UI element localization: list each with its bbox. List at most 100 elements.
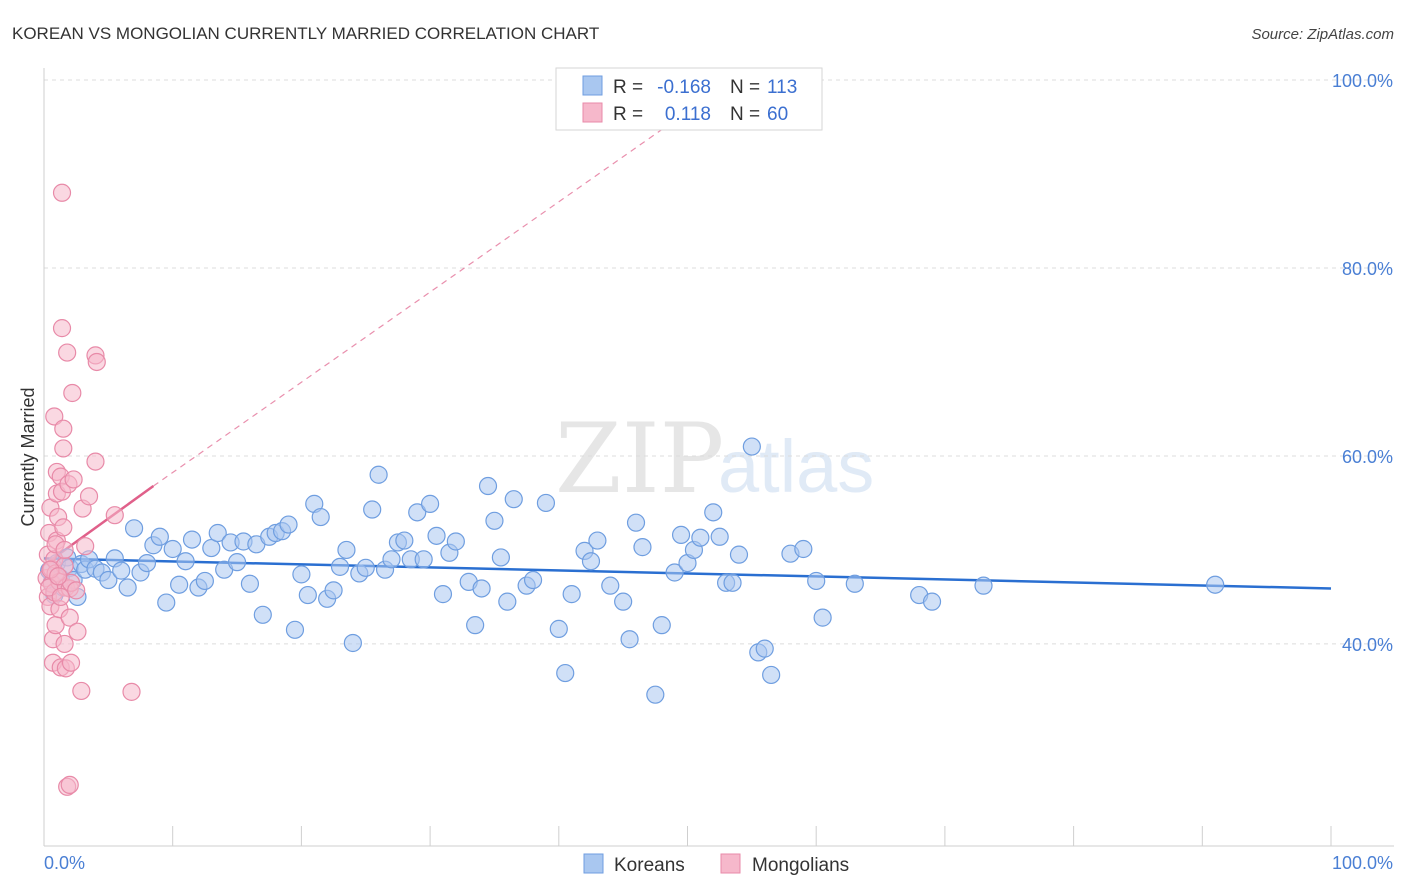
korean-point bbox=[208, 523, 227, 543]
korean-point bbox=[691, 528, 710, 547]
korean-point bbox=[755, 639, 774, 658]
korean-point bbox=[292, 565, 311, 584]
korean-point bbox=[491, 548, 510, 567]
legend-n-label-mongolians: N = bbox=[730, 104, 760, 125]
korean-trend-line bbox=[43, 557, 1332, 590]
korean-point bbox=[99, 570, 118, 590]
y-tick-label: 80.0% bbox=[1342, 259, 1393, 279]
korean-point bbox=[112, 561, 131, 580]
mongolian-point bbox=[54, 518, 73, 537]
korean-point bbox=[523, 570, 543, 590]
legend-swatch-mongolians bbox=[582, 102, 603, 123]
korean-point bbox=[202, 538, 221, 558]
bottom-legend-label-mongolians: Mongolians bbox=[752, 855, 849, 876]
korean-point bbox=[536, 493, 556, 513]
series-legend: Koreans Mongolians bbox=[583, 853, 849, 876]
korean-point bbox=[974, 576, 993, 595]
mongolian-trend-extension bbox=[153, 79, 733, 487]
scatter-points bbox=[37, 183, 1225, 796]
korean-point bbox=[427, 526, 446, 545]
korean-point bbox=[150, 527, 169, 546]
legend-r-value-mongolians: 0.118 bbox=[665, 104, 711, 125]
korean-point bbox=[343, 633, 362, 653]
korean-point bbox=[414, 550, 433, 569]
korean-point bbox=[614, 592, 633, 611]
mongolian-point bbox=[60, 775, 79, 795]
korean-point bbox=[620, 630, 639, 649]
watermark-atlas: atlas bbox=[718, 425, 874, 508]
korean-point bbox=[279, 515, 298, 534]
korean-point bbox=[118, 578, 137, 597]
korean-point bbox=[723, 573, 742, 592]
korean-point bbox=[285, 620, 305, 639]
korean-point bbox=[485, 511, 504, 530]
korean-point bbox=[845, 574, 864, 593]
korean-point bbox=[601, 576, 620, 595]
axes bbox=[43, 68, 1394, 847]
mongolian-point bbox=[122, 682, 141, 701]
korean-point bbox=[626, 513, 646, 532]
gridlines bbox=[44, 79, 1394, 645]
korean-point bbox=[498, 592, 517, 611]
korean-point bbox=[170, 575, 189, 594]
korean-point bbox=[704, 503, 723, 522]
korean-point bbox=[324, 581, 343, 600]
mongolian-point bbox=[51, 587, 70, 607]
korean-point bbox=[762, 665, 781, 685]
source-label: Source: ZipAtlas.com bbox=[1251, 26, 1394, 43]
korean-point bbox=[581, 552, 601, 571]
mongolian-point bbox=[54, 439, 73, 458]
korean-point bbox=[195, 571, 214, 591]
mongolian-point bbox=[52, 183, 72, 202]
korean-point bbox=[363, 500, 382, 519]
korean-point bbox=[433, 585, 453, 604]
bottom-legend-swatch-mongolians bbox=[720, 853, 741, 874]
korean-point bbox=[504, 490, 523, 509]
korean-point bbox=[311, 507, 330, 527]
korean-point bbox=[369, 465, 388, 484]
mongolian-point bbox=[63, 383, 82, 403]
mongolian-point bbox=[86, 452, 105, 471]
tick-labels: 100.0% 80.0% 60.0% 40.0% 0.0% 100.0% bbox=[44, 71, 1393, 873]
korean-point bbox=[652, 616, 671, 635]
korean-point bbox=[549, 619, 568, 638]
korean-point bbox=[922, 592, 942, 611]
mongolian-point bbox=[76, 537, 95, 556]
bottom-legend-label-koreans: Koreans bbox=[614, 855, 685, 876]
korean-point bbox=[382, 550, 401, 569]
korean-point bbox=[466, 616, 485, 635]
mongolian-point bbox=[68, 622, 87, 641]
korean-point bbox=[807, 571, 826, 591]
mongolian-point bbox=[58, 343, 77, 362]
y-tick-label: 100.0% bbox=[1332, 71, 1393, 91]
korean-point bbox=[163, 539, 182, 559]
watermark-zip: ZIP bbox=[555, 403, 724, 515]
mongolian-point bbox=[60, 608, 79, 627]
y-axis-title: Currently Married bbox=[18, 387, 38, 526]
mongolian-point bbox=[54, 419, 73, 438]
korean-point bbox=[562, 585, 581, 604]
legend-n-value-mongolians: 60 bbox=[767, 104, 788, 125]
korean-point bbox=[356, 558, 375, 577]
korean-point bbox=[124, 519, 144, 538]
korean-point bbox=[646, 685, 665, 704]
korean-point bbox=[556, 663, 575, 683]
korean-point bbox=[240, 574, 260, 593]
korean-point bbox=[710, 527, 729, 546]
x-tick-label-max: 100.0% bbox=[1332, 853, 1393, 873]
korean-point bbox=[298, 585, 317, 605]
korean-point bbox=[253, 605, 272, 624]
mongolian-point bbox=[49, 567, 68, 586]
mongolian-point bbox=[55, 540, 74, 560]
mongolian-point bbox=[105, 506, 124, 525]
korean-point bbox=[588, 531, 607, 550]
korean-point bbox=[408, 503, 427, 522]
korean-point bbox=[794, 539, 813, 559]
korean-point bbox=[478, 476, 498, 496]
korean-point bbox=[472, 579, 491, 598]
legend-swatch-koreans bbox=[582, 75, 603, 96]
stats-legend: R = -0.168 N = 113 R = 0.118 N = 60 bbox=[555, 67, 823, 131]
mongolian-point bbox=[67, 581, 86, 600]
korean-point bbox=[446, 532, 465, 551]
